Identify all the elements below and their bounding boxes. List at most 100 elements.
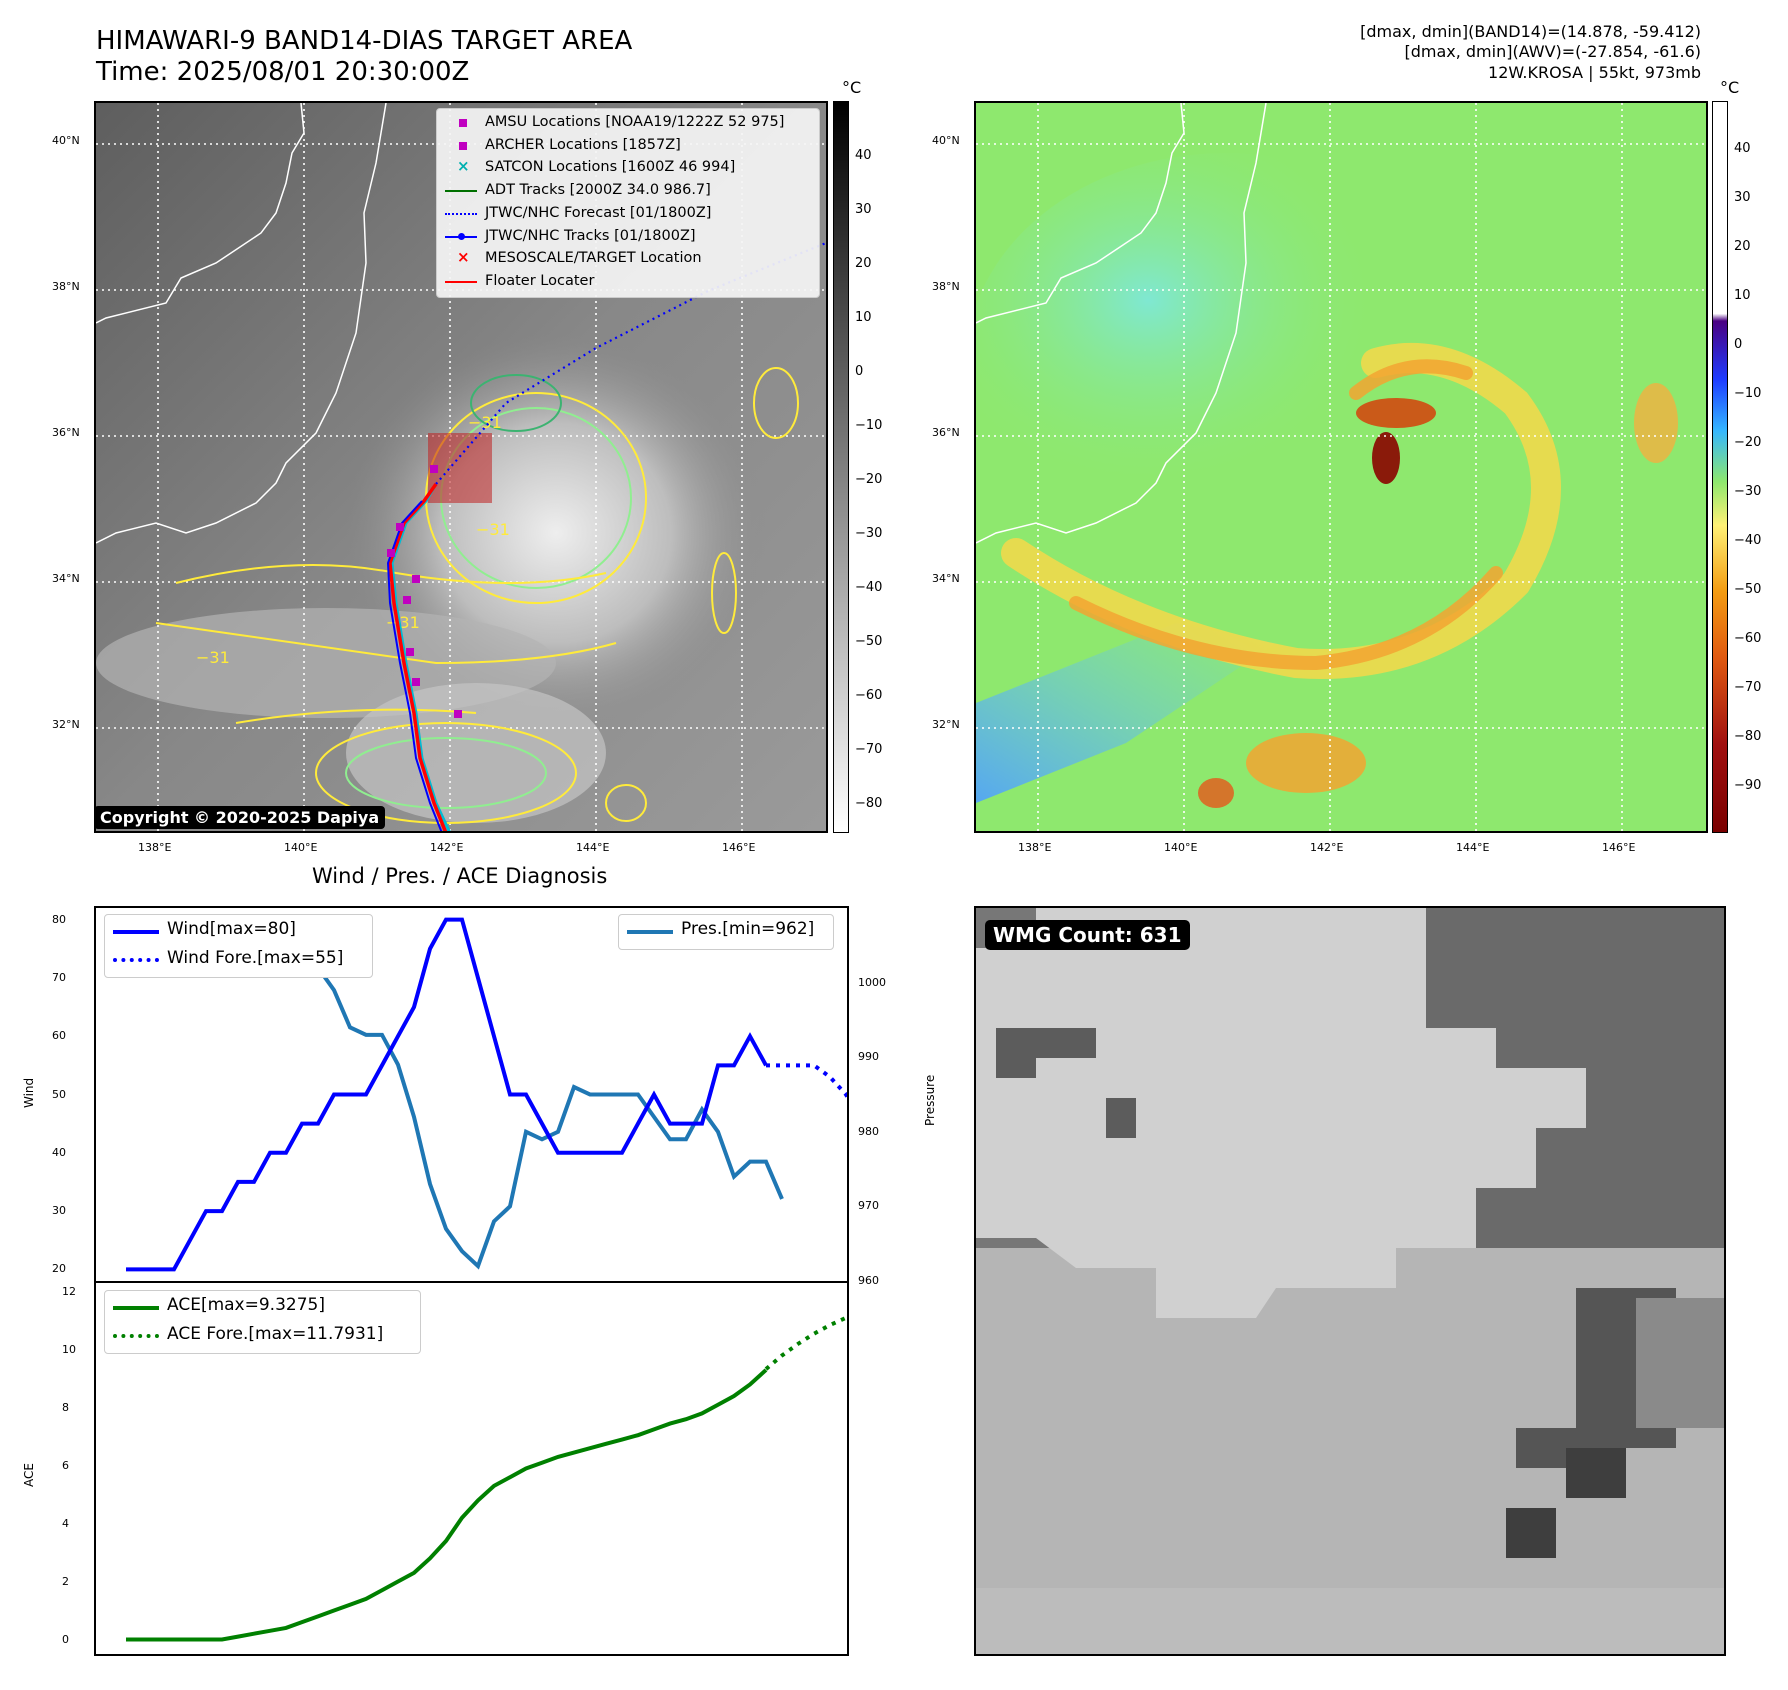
colorbar-tick: −20 xyxy=(1734,435,1762,450)
wmg-count-badge: WMG Count: 631 xyxy=(985,920,1190,950)
colorbar-tick: 40 xyxy=(855,148,872,163)
ace-legend: ACE[max=9.3275] ACE Fore.[max=11.7931] xyxy=(104,1290,421,1354)
figure-title: HIMAWARI-9 BAND14-DIAS TARGET AREA xyxy=(96,26,633,56)
colorbar-tick: −50 xyxy=(855,634,883,649)
info-awv: [dmax, dmin](AWV)=(-27.854, -61.6) xyxy=(1404,42,1701,61)
dotted-line-icon xyxy=(113,1334,159,1338)
colorbar-tick: −90 xyxy=(1734,778,1762,793)
colorbar-tick: 20 xyxy=(1734,239,1751,254)
figure-time: Time: 2025/08/01 20:30:00Z xyxy=(96,57,470,87)
wmg-panel xyxy=(974,906,1726,1656)
lat-label: 40°N xyxy=(932,134,960,147)
colorbar-tick: 0 xyxy=(1734,337,1743,352)
colorbar-tick: 0 xyxy=(855,364,864,379)
contours xyxy=(155,367,799,824)
lat-label: 32°N xyxy=(52,718,80,731)
wind-legend: Wind[max=80] Wind Fore.[max=55] xyxy=(104,914,373,978)
lon-label: 142°E xyxy=(430,841,464,854)
lon-label: 144°E xyxy=(576,841,610,854)
colorbar-tick: −50 xyxy=(1734,582,1762,597)
ace-plot xyxy=(126,1315,847,1642)
wind-line xyxy=(126,917,768,1272)
colorbar-band14 xyxy=(833,101,849,833)
coastline xyxy=(96,103,387,544)
target-area xyxy=(428,433,492,503)
colorbar-tick: 10 xyxy=(855,310,872,325)
colorbar-awv xyxy=(1712,101,1728,833)
ace-panel xyxy=(94,1281,849,1656)
contour-label: −31 xyxy=(386,613,420,632)
awv-map-canvas xyxy=(976,103,1706,831)
moisture-spiral xyxy=(1001,343,1561,679)
lat-label: 34°N xyxy=(932,572,960,585)
lon-label: 138°E xyxy=(1018,841,1052,854)
info-storm: 12W.KROSA | 55kt, 973mb xyxy=(1488,63,1701,82)
pressure-legend: Pres.[min=962] xyxy=(618,914,834,950)
lat-label: 32°N xyxy=(932,718,960,731)
lon-label: 144°E xyxy=(1456,841,1490,854)
lon-label: 140°E xyxy=(284,841,318,854)
pressure-ytick: 990 xyxy=(858,1050,879,1064)
colorbar-tick: 10 xyxy=(1734,288,1751,303)
lat-label: 36°N xyxy=(52,426,80,439)
ace-ytick: 2 xyxy=(62,1574,69,1588)
jtwc-track xyxy=(386,500,443,831)
lon-label: 140°E xyxy=(1164,841,1198,854)
amsu-markers xyxy=(387,465,462,718)
colorbar-unit: °C xyxy=(1720,78,1740,97)
colorbar-tick: 30 xyxy=(1734,190,1751,205)
ace-ytick: 12 xyxy=(62,1284,76,1298)
wind-ytick: 30 xyxy=(52,1204,66,1218)
pressure-ytick: 1000 xyxy=(858,975,886,989)
contour-label: −31 xyxy=(196,648,230,667)
colorbar-tick: 30 xyxy=(855,202,872,217)
awv-map xyxy=(974,101,1708,833)
ace-ytick: 10 xyxy=(62,1342,76,1356)
colorbar-tick: −30 xyxy=(1734,484,1762,499)
pressure-ytick: 980 xyxy=(858,1124,879,1138)
x-marker-icon: × xyxy=(457,157,470,175)
dotted-line-icon xyxy=(445,213,477,215)
solid-line-icon xyxy=(627,930,673,934)
colorbar-tick: −60 xyxy=(1734,631,1762,646)
ace-axis-label: ACE xyxy=(22,1463,36,1487)
colorbar-tick: −60 xyxy=(855,688,883,703)
ace-forecast-line xyxy=(764,1315,847,1371)
wmg-warm-region xyxy=(976,908,1586,1318)
ace-ytick: 8 xyxy=(62,1400,69,1414)
ace-line xyxy=(126,1368,768,1642)
colorbar-tick: −30 xyxy=(855,526,883,541)
contour-label: −31 xyxy=(476,520,510,539)
pressure-axis-label: Pressure xyxy=(923,1074,937,1126)
lon-label: 146°E xyxy=(722,841,756,854)
dotted-line-icon xyxy=(113,958,159,962)
wind-ytick: 60 xyxy=(52,1029,66,1043)
wind-ytick: 70 xyxy=(52,970,66,984)
contour-label: −31 xyxy=(468,413,502,432)
pressure-line xyxy=(126,928,784,1270)
colorbar-tick: −20 xyxy=(855,472,883,487)
lat-label: 34°N xyxy=(52,572,80,585)
square-marker-icon xyxy=(459,119,467,127)
diagnosis-title: Wind / Pres. / ACE Diagnosis xyxy=(312,864,608,888)
colorbar-tick: −70 xyxy=(1734,680,1762,695)
colorbar-tick: −40 xyxy=(1734,533,1762,548)
wind-ytick: 40 xyxy=(52,1145,66,1159)
ace-ytick: 4 xyxy=(62,1516,69,1530)
colorbar-unit: °C xyxy=(842,78,862,97)
square-marker-icon xyxy=(459,142,467,150)
copyright-badge: Copyright © 2020-2025 Dapiya xyxy=(94,806,386,829)
lon-label: 146°E xyxy=(1602,841,1636,854)
colorbar-tick: 20 xyxy=(855,256,872,271)
pressure-ytick: 970 xyxy=(858,1199,879,1213)
wind-axis-label: Wind xyxy=(22,1077,36,1108)
colorbar-tick: −80 xyxy=(1734,729,1762,744)
wind-ytick: 80 xyxy=(52,912,66,926)
colorbar-tick: −10 xyxy=(1734,386,1762,401)
line-marker-icon xyxy=(445,281,477,283)
dry-band xyxy=(976,623,1276,803)
coastline xyxy=(976,103,1267,544)
info-band14: [dmax, dmin](BAND14)=(14.878, -59.412) xyxy=(1360,22,1701,41)
colorbar-tick: −80 xyxy=(855,796,883,811)
lat-label: 36°N xyxy=(932,426,960,439)
